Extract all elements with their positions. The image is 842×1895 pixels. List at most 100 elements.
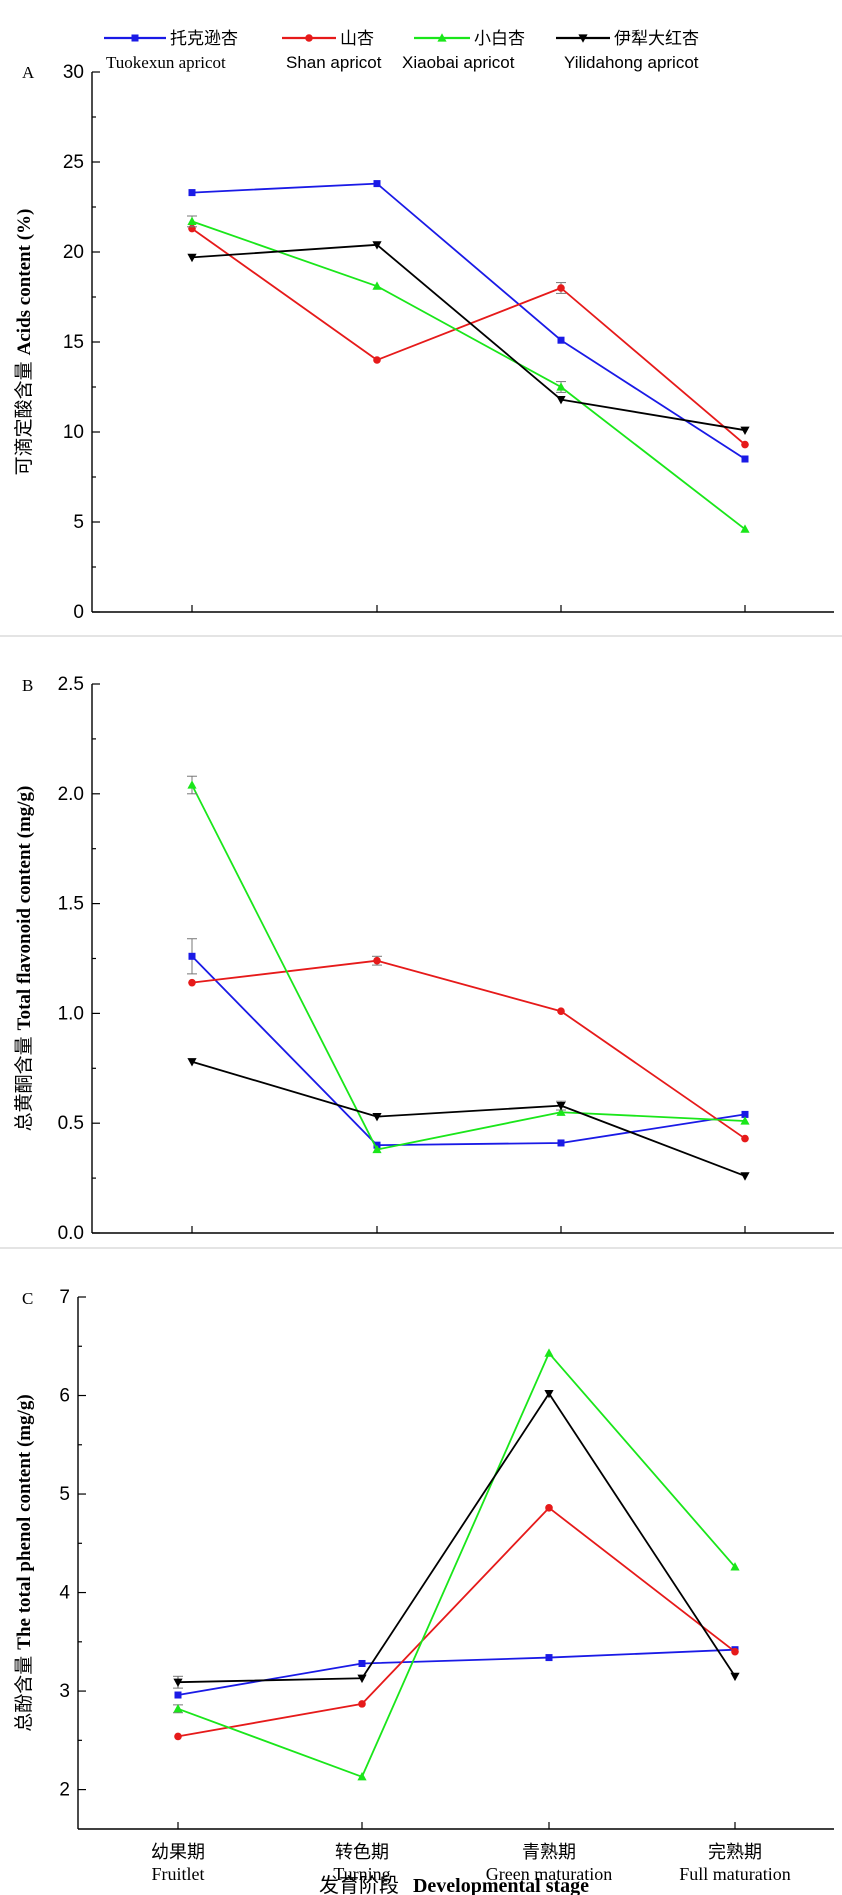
series-line	[191, 955, 746, 1147]
series-yilidahong	[173, 1389, 740, 1689]
data-point	[740, 1116, 750, 1125]
series-shan	[188, 955, 749, 1143]
y-tick-label: 2.5	[58, 674, 84, 695]
legend-label-en: Yilidahong apricot	[564, 53, 699, 72]
y-tick-label: 30	[63, 62, 84, 83]
series-shan	[188, 224, 749, 449]
x-tick-label-en: Green maturation	[486, 1864, 612, 1884]
y-tick-label: 3	[59, 1681, 70, 1702]
data-point	[556, 1102, 566, 1111]
y-tick-label: 20	[63, 242, 84, 263]
y-tick-label: 4	[59, 1583, 70, 1604]
data-point	[741, 440, 749, 449]
x-axis-label: 发育阶段 Developmental stage	[319, 1874, 589, 1895]
y-tick-label: 1.0	[58, 1003, 84, 1024]
y-axis-label-en: The total phenol content (mg/g)	[14, 1394, 35, 1649]
series-line	[191, 243, 746, 432]
series-line	[191, 959, 746, 1140]
y-tick-label: 10	[63, 422, 84, 443]
legend-label-cn: 山杏	[340, 29, 374, 48]
series-tuokexun	[188, 180, 749, 463]
series-line	[177, 1392, 736, 1684]
data-point	[556, 1107, 566, 1116]
data-point	[557, 1007, 565, 1016]
x-tick-label-cn: 青熟期	[522, 1842, 576, 1862]
series-line	[191, 182, 746, 460]
y-tick-label: 25	[63, 152, 84, 173]
series-line	[177, 1352, 736, 1778]
data-point	[173, 1678, 183, 1688]
series-yilidahong	[187, 1058, 750, 1181]
x-tick-label-en: Full maturation	[679, 1864, 791, 1884]
legend-label-cn: 托克逊杏	[170, 29, 238, 48]
y-axis-label: 总黄酮含量 Total flavonoid content (mg/g)	[13, 786, 35, 1132]
legend-label-en: Xiaobai apricot	[402, 53, 515, 72]
legend: 托克逊杏 Tuokexun apricot 山杏 Shan apricot 小白杏 Xia…	[104, 29, 699, 72]
y-tick-label: 0.0	[58, 1223, 84, 1244]
y-axis-label-cn: 总酚含量	[13, 1656, 35, 1732]
data-point	[188, 952, 196, 960]
data-point	[740, 524, 750, 533]
series-xiaobai	[173, 1348, 740, 1781]
data-point	[741, 455, 749, 463]
series-line	[191, 220, 746, 530]
legend-label-en: Tuokexun apricot	[106, 53, 226, 72]
data-point	[358, 1700, 366, 1708]
legend-marker	[578, 34, 588, 43]
y-axis-label: 可滴定酸含量 Acids content (%)	[13, 209, 35, 476]
data-point	[372, 1113, 382, 1122]
y-tick-label: 6	[59, 1386, 70, 1407]
data-point	[731, 1647, 739, 1656]
data-point	[373, 956, 381, 965]
data-point	[730, 1672, 740, 1682]
data-point	[556, 396, 566, 405]
data-point	[545, 1504, 553, 1512]
data-point	[187, 780, 197, 789]
y-tick-label: 2.0	[58, 784, 84, 805]
data-point	[557, 284, 565, 292]
legend-marker	[437, 33, 447, 42]
y-tick-label: 0	[73, 602, 84, 623]
data-point	[174, 1732, 182, 1741]
data-point	[740, 426, 750, 435]
data-point	[372, 281, 382, 290]
data-point	[187, 1058, 197, 1067]
data-point	[372, 241, 382, 250]
x-tick-label-en: Fruitlet	[152, 1864, 205, 1884]
data-point	[372, 1144, 382, 1154]
panel-letter: B	[22, 676, 33, 695]
legend-item-shan: 山杏 Shan apricot	[282, 29, 382, 72]
data-point	[373, 180, 381, 188]
series-yilidahong	[187, 241, 750, 435]
y-tick-label: 5	[59, 1484, 70, 1505]
panel-A: A 0 5 10 15 20 25 30 可滴定酸含量 Acids content (%)	[13, 62, 834, 623]
x-tick-label-en: Turning	[333, 1864, 390, 1884]
series-tuokexun	[174, 1646, 739, 1699]
series-shan	[174, 1504, 739, 1741]
legend-marker	[131, 34, 139, 42]
series-xiaobai	[187, 775, 750, 1154]
data-point	[556, 382, 566, 391]
y-axis-label: 总酚含量 The total phenol content (mg/g)	[13, 1394, 35, 1731]
x-tick-label-cn: 转色期	[335, 1842, 389, 1862]
data-point	[357, 1674, 367, 1684]
series-xiaobai	[187, 215, 750, 533]
panel-letter: C	[22, 1289, 33, 1308]
panel-B: B 0.0 0.5 1.0 1.5 2.0 2.5 总黄酮含量 Total flavonoid …	[13, 674, 834, 1244]
series-line	[191, 227, 746, 446]
y-tick-label: 7	[59, 1287, 70, 1308]
series-line	[191, 784, 746, 1151]
y-tick-label: 1.5	[58, 894, 84, 915]
y-tick-label: 0.5	[58, 1113, 84, 1134]
panel-C: C 2 3 4 5 6 7 总酚含量 The total phenol content (mg/…	[13, 1287, 834, 1830]
data-point	[741, 1134, 749, 1143]
data-point	[545, 1654, 553, 1662]
data-point	[557, 336, 565, 344]
y-tick-label: 15	[63, 332, 84, 353]
legend-label-en: Shan apricot	[286, 53, 382, 72]
data-point	[174, 1691, 182, 1699]
data-point	[544, 1348, 554, 1357]
